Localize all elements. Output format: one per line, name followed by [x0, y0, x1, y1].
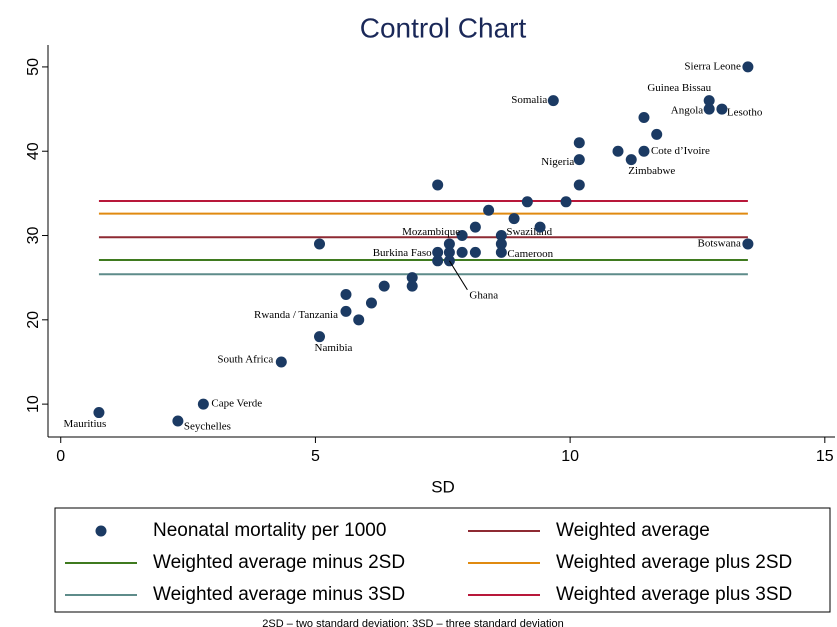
point	[560, 196, 572, 208]
point	[651, 128, 663, 140]
point	[469, 221, 481, 233]
point	[406, 280, 418, 292]
legend-label: Weighted average minus 2SD	[153, 552, 405, 573]
point	[456, 230, 468, 242]
point-label: Nigeria	[541, 156, 574, 168]
point	[573, 137, 585, 149]
point	[340, 305, 352, 317]
point	[742, 61, 754, 73]
point	[340, 289, 352, 301]
point	[275, 356, 287, 368]
legend-swatch	[95, 525, 107, 537]
point	[314, 238, 326, 250]
point	[483, 204, 495, 216]
leader-line	[448, 260, 468, 291]
point-label: Somalia	[511, 94, 547, 106]
point-label: Cameroon	[507, 248, 553, 260]
point	[742, 238, 754, 250]
point-label: Lesotho	[727, 107, 763, 119]
point-label: Mozambique	[402, 226, 460, 238]
point-label: Namibia	[315, 342, 353, 354]
point-label: Rwanda / Tanzania	[254, 309, 338, 321]
point	[534, 221, 546, 233]
x-tick-label: 15	[816, 448, 834, 465]
point-label: Cape Verde	[211, 398, 262, 410]
legend-label: Weighted average	[556, 520, 710, 541]
point	[314, 331, 326, 343]
point	[365, 297, 377, 309]
point	[638, 145, 650, 157]
y-tick-label: 50	[25, 58, 42, 76]
y-tick-label: 20	[25, 311, 42, 329]
x-tick-label: 0	[56, 448, 65, 465]
point	[353, 314, 365, 326]
point	[197, 398, 209, 410]
point-label: Swaziland	[506, 226, 552, 238]
point-label: Burkina Faso	[373, 247, 432, 259]
point-label: Botswana	[698, 237, 742, 249]
point	[432, 255, 444, 267]
point	[469, 246, 481, 258]
point	[378, 280, 390, 292]
point	[495, 230, 507, 242]
footnote: 2SD – two standard deviation; 3SD – thre…	[262, 618, 563, 627]
point-label: Ghana	[469, 289, 498, 301]
point	[547, 95, 559, 107]
point	[612, 145, 624, 157]
legend-label: Neonatal mortality per 1000	[153, 520, 386, 541]
point	[172, 415, 184, 427]
point	[703, 103, 715, 115]
legend-label: Weighted average plus 3SD	[556, 584, 792, 605]
x-tick-label: 5	[311, 448, 320, 465]
chart-title: Control Chart	[360, 12, 527, 43]
point	[625, 154, 637, 166]
y-tick-label: 30	[25, 227, 42, 245]
point-label: Mauritius	[64, 418, 107, 430]
point	[432, 179, 444, 191]
point	[573, 154, 585, 166]
point	[456, 246, 468, 258]
legend-label: Weighted average plus 2SD	[556, 552, 792, 573]
point	[508, 213, 520, 225]
point-label: Guinea Bissau	[647, 82, 711, 94]
point-label: Zimbabwe	[628, 165, 675, 177]
legend-label: Weighted average minus 3SD	[153, 584, 405, 605]
y-tick-label: 10	[25, 395, 42, 413]
point-label: Cote d’Ivoire	[651, 145, 710, 157]
point-label: Seychelles	[184, 421, 231, 433]
point	[443, 238, 455, 250]
point-label: Sierra Leone	[684, 60, 741, 72]
x-axis-label: SD	[431, 477, 455, 496]
point-label: Angola	[671, 105, 704, 117]
point-label: South Africa	[217, 354, 273, 366]
x-tick-label: 10	[561, 448, 579, 465]
point	[443, 246, 455, 258]
legend-box	[54, 507, 831, 613]
point	[495, 238, 507, 250]
point	[638, 111, 650, 123]
y-tick-label: 40	[25, 142, 42, 160]
point	[406, 272, 418, 284]
point	[703, 95, 715, 107]
point	[93, 407, 105, 419]
point	[432, 246, 444, 258]
point	[716, 103, 728, 115]
point	[573, 179, 585, 191]
point	[521, 196, 533, 208]
point	[495, 246, 507, 258]
